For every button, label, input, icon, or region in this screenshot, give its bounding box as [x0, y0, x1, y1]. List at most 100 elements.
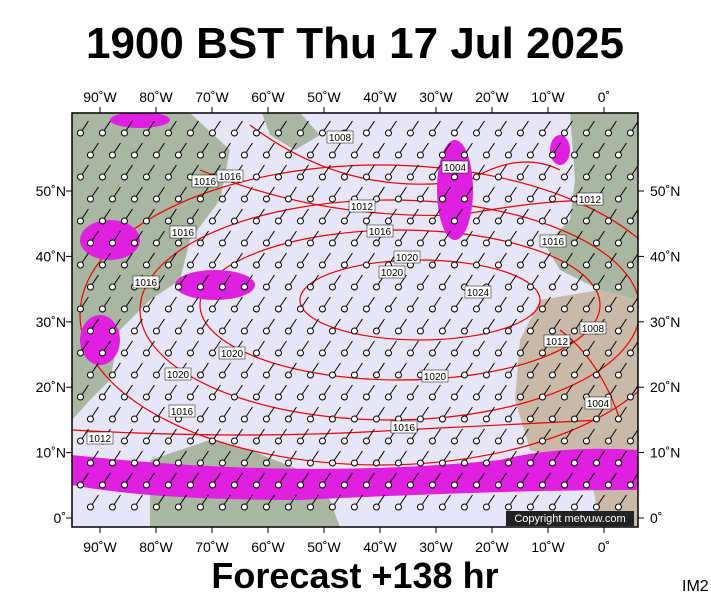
- barb-station: [538, 173, 546, 181]
- isobar-label-box: [576, 192, 604, 206]
- barb-station: [318, 393, 326, 401]
- barb-station: [186, 481, 194, 489]
- barb-station: [482, 503, 490, 511]
- barb-station: [548, 503, 556, 511]
- barb-station: [526, 415, 534, 423]
- barb-station: [86, 327, 94, 335]
- isobar-label: 1016: [369, 227, 392, 238]
- barb-station: [626, 129, 634, 137]
- barb-station: [350, 239, 358, 247]
- barb-station: [340, 349, 348, 357]
- isobar-label: 1012: [579, 195, 602, 206]
- barb-station: [438, 459, 446, 467]
- isobar-label-box: [543, 334, 571, 348]
- isobar-label-box: [584, 396, 612, 410]
- barb-station: [98, 173, 106, 181]
- barb-station: [76, 481, 84, 489]
- barb-station: [560, 173, 568, 181]
- barb-station: [460, 371, 468, 379]
- lon-label: 40˚W: [363, 539, 397, 555]
- barb-station: [120, 217, 128, 225]
- isobar-label-box: [86, 431, 114, 445]
- lat-label: 0˚: [54, 510, 66, 526]
- isobar-label: 1004: [444, 163, 467, 174]
- barb-station: [262, 239, 270, 247]
- lon-label: 40˚W: [363, 89, 397, 105]
- barb-station: [416, 503, 424, 511]
- barb-station: [450, 305, 458, 313]
- barb-station: [164, 305, 172, 313]
- barb-station: [208, 393, 216, 401]
- barb-station: [262, 371, 270, 379]
- barb-station: [450, 393, 458, 401]
- barb-station: [76, 393, 84, 401]
- barb-station: [416, 283, 424, 291]
- barb-station: [626, 261, 634, 269]
- isobar-label: 1016: [135, 278, 158, 289]
- barb-station: [230, 305, 238, 313]
- barb-station: [504, 371, 512, 379]
- barb-station: [438, 415, 446, 423]
- barb-station: [428, 305, 436, 313]
- barb-station: [406, 173, 414, 181]
- barb-station: [416, 239, 424, 247]
- barb-station: [438, 503, 446, 511]
- barb-station: [98, 217, 106, 225]
- barb-station: [438, 195, 446, 203]
- barb-station: [306, 283, 314, 291]
- lat-label: 20˚N: [36, 379, 66, 395]
- barb-station: [482, 239, 490, 247]
- isobar-label: 1016: [219, 172, 242, 183]
- barb-station: [428, 393, 436, 401]
- barb-station: [592, 239, 600, 247]
- copyright-box: [506, 511, 634, 526]
- barb-station: [120, 393, 128, 401]
- lon-label: 60˚W: [251, 539, 285, 555]
- barb-station: [482, 151, 490, 159]
- lon-label: 60˚W: [251, 89, 285, 105]
- barb-station: [350, 371, 358, 379]
- barb-station: [548, 415, 556, 423]
- lat-label: 50˚N: [650, 183, 680, 199]
- barb-station: [560, 393, 568, 401]
- barb-station: [460, 327, 468, 335]
- lon-label: 80˚W: [139, 89, 173, 105]
- barb-station: [120, 261, 128, 269]
- barb-station: [626, 437, 634, 445]
- barb-station: [274, 173, 282, 181]
- barb-station: [130, 239, 138, 247]
- barb-station: [472, 173, 480, 181]
- barb-station: [240, 327, 248, 335]
- barb-station: [406, 217, 414, 225]
- isobar-label-box: [216, 169, 244, 183]
- barb-station: [428, 349, 436, 357]
- barb-station: [218, 371, 226, 379]
- barb-station: [450, 129, 458, 137]
- isobar-label: 1020: [424, 372, 447, 383]
- barb-station: [318, 129, 326, 137]
- lat-label: 40˚N: [650, 248, 680, 264]
- barb-station: [626, 173, 634, 181]
- barb-station: [560, 261, 568, 269]
- barb-station: [252, 393, 260, 401]
- lat-label: 10˚N: [36, 445, 66, 461]
- lon-label: 90˚W: [83, 539, 117, 555]
- barb-station: [394, 371, 402, 379]
- isobar-label: 1016: [393, 423, 416, 434]
- isobar-label: 1020: [167, 370, 190, 381]
- barb-station: [284, 371, 292, 379]
- isobar-label-box: [366, 224, 394, 238]
- barb-station: [450, 349, 458, 357]
- barb-station: [252, 305, 260, 313]
- isobar-label-box: [421, 369, 449, 383]
- barb-station: [318, 217, 326, 225]
- barb-station: [328, 239, 336, 247]
- barb-station: [416, 327, 424, 335]
- barb-station: [328, 371, 336, 379]
- barb-station: [614, 327, 622, 335]
- barb-station: [372, 459, 380, 467]
- barb-station: [494, 173, 502, 181]
- barb-station: [416, 459, 424, 467]
- barb-station: [340, 305, 348, 313]
- barb-station: [570, 195, 578, 203]
